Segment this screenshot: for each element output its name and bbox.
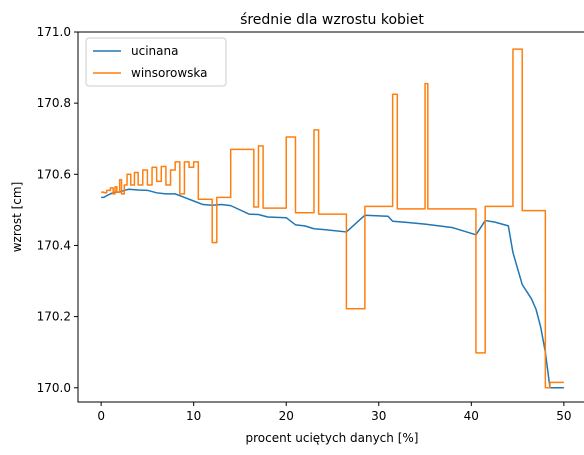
series-layer <box>101 48 564 389</box>
x-tick-label: 0 <box>97 409 105 423</box>
series-line-winsorowska <box>101 48 564 389</box>
plot-area <box>77 31 584 403</box>
y-tick-label: 170.0 <box>37 381 71 395</box>
chart-title: średnie dla wzrostu kobiet <box>240 12 424 28</box>
x-tick-label: 40 <box>464 409 479 423</box>
x-axis: 0 10 20 30 40 50 <box>97 402 572 423</box>
legend-box <box>85 37 227 87</box>
x-tick-label: 50 <box>556 409 571 423</box>
y-axis-label: wzrost [cm] <box>10 182 24 253</box>
y-tick-label: 170.4 <box>37 238 71 252</box>
y-tick-label: 170.8 <box>37 96 71 110</box>
series-line-ucinana <box>101 188 564 389</box>
y-tick-label: 170.6 <box>37 167 71 181</box>
legend: ucinana winsorowska <box>85 37 227 87</box>
plot-frame <box>78 32 584 402</box>
y-tick-label: 170.2 <box>37 310 71 324</box>
x-tick-label: 20 <box>279 409 294 423</box>
x-axis-label: procent uciętych danych [%] <box>246 431 419 445</box>
y-axis: 170.0 170.2 170.4 170.6 170.8 171.0 <box>37 25 78 395</box>
y-tick-label: 171.0 <box>37 25 71 39</box>
x-tick-label: 10 <box>186 409 201 423</box>
plot-border <box>77 31 584 403</box>
legend-label-winsorowska: winsorowska <box>131 66 208 80</box>
legend-label-ucinana: ucinana <box>131 44 178 58</box>
x-tick-label: 30 <box>371 409 386 423</box>
